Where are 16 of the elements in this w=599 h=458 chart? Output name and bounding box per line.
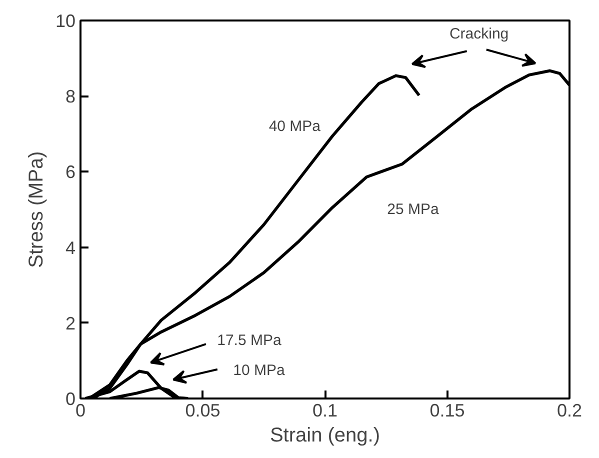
y-tick-label: 6 bbox=[65, 162, 76, 182]
x-tick-label: 0.15 bbox=[430, 400, 465, 420]
annotation: 40 MPa bbox=[268, 118, 322, 135]
annotation: 25 MPa bbox=[387, 201, 440, 218]
annotation: 10 MPa bbox=[233, 362, 286, 380]
y-axis-title: Stress (MPa) bbox=[25, 151, 48, 268]
y-tick-label: 2 bbox=[65, 313, 76, 334]
annotation: Cracking bbox=[449, 26, 509, 43]
x-tick-label: 0.2 bbox=[556, 400, 582, 420]
y-tick-label: 8 bbox=[65, 86, 76, 107]
x-axis-title: Strain (eng.) bbox=[270, 424, 380, 446]
x-tick-label: 0.1 bbox=[312, 400, 338, 420]
annotation: 17.5 MPa bbox=[217, 332, 282, 350]
y-tick-label: 4 bbox=[65, 238, 76, 258]
x-tick-label: 0.05 bbox=[185, 400, 220, 420]
y-tick-label: 10 bbox=[55, 11, 76, 31]
